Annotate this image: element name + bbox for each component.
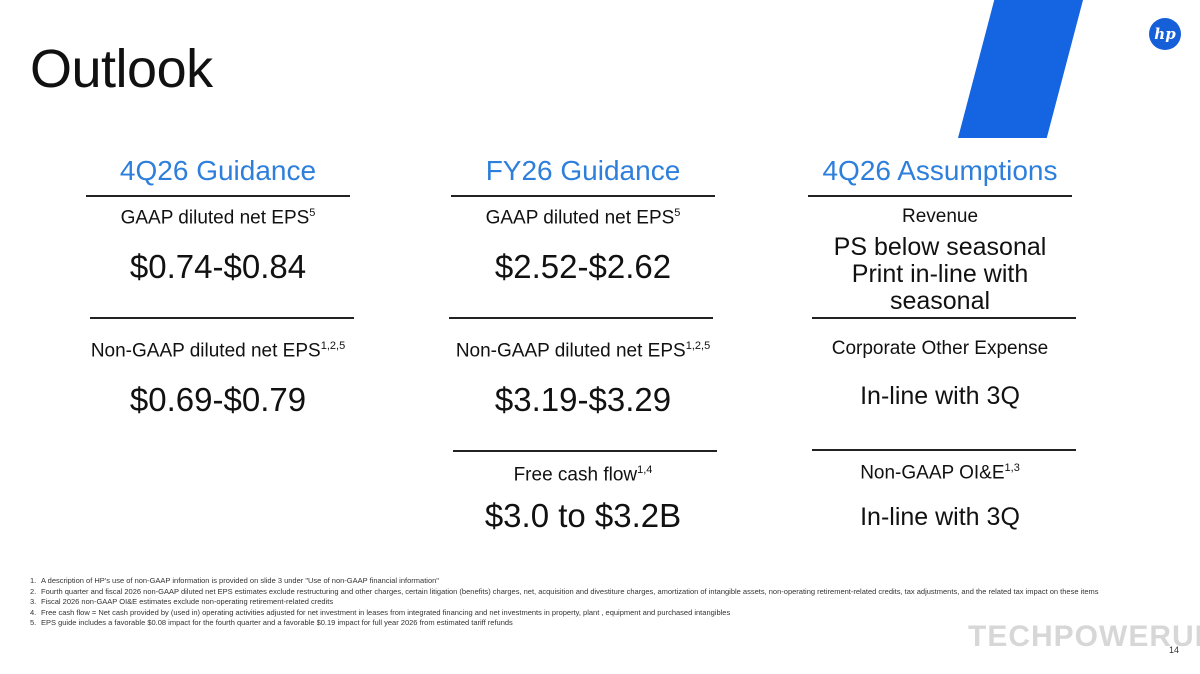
divider xyxy=(449,317,713,319)
footnote: 5. EPS guide includes a favorable $0.08 i… xyxy=(30,618,513,627)
watermark: TECHPOWERUP xyxy=(968,620,1200,653)
value-line: PS below seasonal xyxy=(833,233,1047,261)
value-line: Print in-line with seasonal xyxy=(851,260,1029,315)
column-4q26-assumptions: 4Q26 Assumptions Revenue PS below season… xyxy=(808,150,1076,540)
metric-label: Corporate Other Expense xyxy=(831,338,1049,359)
hp-logo: hp xyxy=(1149,18,1181,50)
footnotes: 1. A description of HP's use of non-GAAP … xyxy=(30,576,1120,629)
footnote: 2. Fourth quarter and fiscal 2026 non-GAA… xyxy=(30,586,1099,596)
metric-label: Non-GAAP OI&E1,3 xyxy=(860,462,1020,484)
metric-value: In-line with 3Q xyxy=(860,503,1020,531)
metric-label: Revenue xyxy=(901,206,979,227)
metric-value: $0.74-$0.84 xyxy=(129,248,307,285)
divider xyxy=(808,195,1072,197)
divider xyxy=(451,195,715,197)
metric-label: Free cash flow1,4 xyxy=(513,464,653,486)
metric-label: Non-GAAP diluted net EPS1,2,5 xyxy=(90,340,346,362)
decorative-stripe xyxy=(958,0,1083,138)
metric-value: $2.52-$2.62 xyxy=(494,248,672,285)
divider xyxy=(453,450,717,452)
footnote: 4. Free cash flow = Net cash provided by … xyxy=(30,607,731,617)
metric-value: PS below seasonal Print in-line with sea… xyxy=(808,234,1072,315)
metric-label: GAAP diluted net EPS5 xyxy=(485,207,681,229)
metric-value: $0.69-$0.79 xyxy=(129,381,307,418)
divider xyxy=(90,317,354,319)
column-4q26-guidance: 4Q26 Guidance GAAP diluted net EPS5 $0.7… xyxy=(86,150,354,450)
column-fy26-guidance: FY26 Guidance GAAP diluted net EPS5 $2.5… xyxy=(449,150,717,540)
metric-value: In-line with 3Q xyxy=(860,382,1020,410)
page-title: Outlook xyxy=(30,39,213,99)
footnote: 3. Fiscal 2026 non-GAAP OI&E estimates ex… xyxy=(30,597,334,606)
divider xyxy=(86,195,350,197)
page-number: 14 xyxy=(1169,645,1180,655)
metric-value: $3.19-$3.29 xyxy=(494,381,672,418)
divider xyxy=(812,449,1076,451)
column-header: 4Q26 Assumptions xyxy=(822,155,1058,186)
divider xyxy=(812,317,1076,319)
metric-label: Non-GAAP diluted net EPS1,2,5 xyxy=(455,340,711,362)
column-header: 4Q26 Guidance xyxy=(119,155,317,186)
metric-label: GAAP diluted net EPS5 xyxy=(120,207,316,229)
column-header: FY26 Guidance xyxy=(485,155,681,186)
metric-value: $3.0 to $3.2B xyxy=(484,497,682,534)
footnote: 1. A description of HP's use of non-GAAP … xyxy=(30,576,439,585)
